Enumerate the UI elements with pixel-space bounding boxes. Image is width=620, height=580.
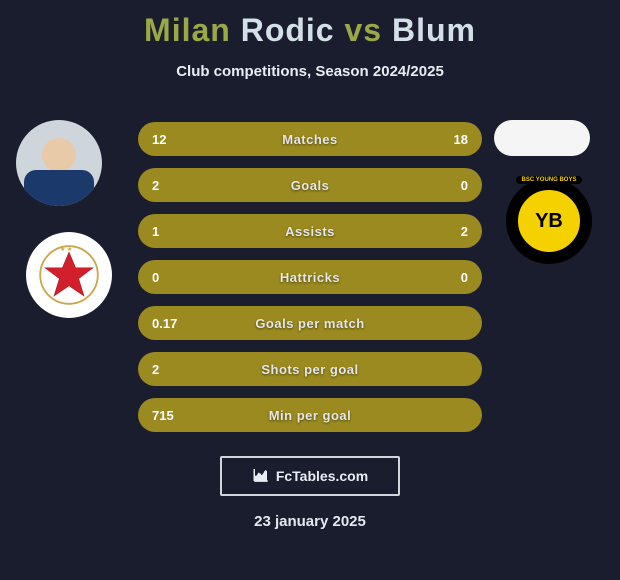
stats-container: 12Matches182Goals01Assists20Hattricks00.… [138, 122, 482, 444]
stat-label: Goals [138, 178, 482, 193]
stat-left-value: 715 [152, 408, 174, 423]
stat-left-value: 1 [152, 224, 159, 239]
stat-right-value: 0 [461, 178, 468, 193]
stat-left-value: 0.17 [152, 316, 177, 331]
player1-avatar [16, 120, 102, 206]
red-star-icon: ★ ★ [39, 245, 99, 305]
player2-name: Blum [392, 12, 476, 48]
player2-avatar [494, 120, 590, 156]
stat-left-value: 12 [152, 132, 166, 147]
stat-label: Goals per match [138, 316, 482, 331]
subtitle: Club competitions, Season 2024/2025 [0, 63, 620, 80]
vs-label: vs [344, 12, 382, 48]
stat-left-value: 2 [152, 178, 159, 193]
stat-label: Shots per goal [138, 362, 482, 377]
chart-icon [252, 466, 270, 487]
stat-right-value: 18 [454, 132, 468, 147]
young-boys-icon: BSC YOUNG BOYS YB [514, 186, 584, 256]
yb-ribbon: BSC YOUNG BOYS [516, 176, 583, 184]
site-logo[interactable]: FcTables.com [220, 456, 400, 496]
yb-abbr: YB [535, 210, 563, 233]
site-name: FcTables.com [276, 468, 368, 484]
stat-label: Min per goal [138, 408, 482, 423]
stat-label: Hattricks [138, 270, 482, 285]
stat-left-value: 0 [152, 270, 159, 285]
stat-right-value: 2 [461, 224, 468, 239]
stat-label: Matches [138, 132, 482, 147]
stat-row: 12Matches18 [138, 122, 482, 156]
stat-label: Assists [138, 224, 482, 239]
comparison-title: Milan Rodic vs Blum [0, 0, 620, 49]
player1-name: Milan [144, 12, 231, 48]
player1-lastname: Rodic [241, 12, 335, 48]
stat-row: 0Hattricks0 [138, 260, 482, 294]
club-badge-right: BSC YOUNG BOYS YB [506, 178, 592, 264]
stat-row: 1Assists2 [138, 214, 482, 248]
footer-date: 23 january 2025 [0, 513, 620, 530]
stat-left-value: 2 [152, 362, 159, 377]
stat-right-value: 0 [461, 270, 468, 285]
stat-row: 0.17Goals per match [138, 306, 482, 340]
stat-row: 2Goals0 [138, 168, 482, 202]
stat-row: 715Min per goal [138, 398, 482, 432]
svg-text:★ ★: ★ ★ [60, 246, 72, 253]
club-badge-left: ★ ★ [26, 232, 112, 318]
stat-row: 2Shots per goal [138, 352, 482, 386]
